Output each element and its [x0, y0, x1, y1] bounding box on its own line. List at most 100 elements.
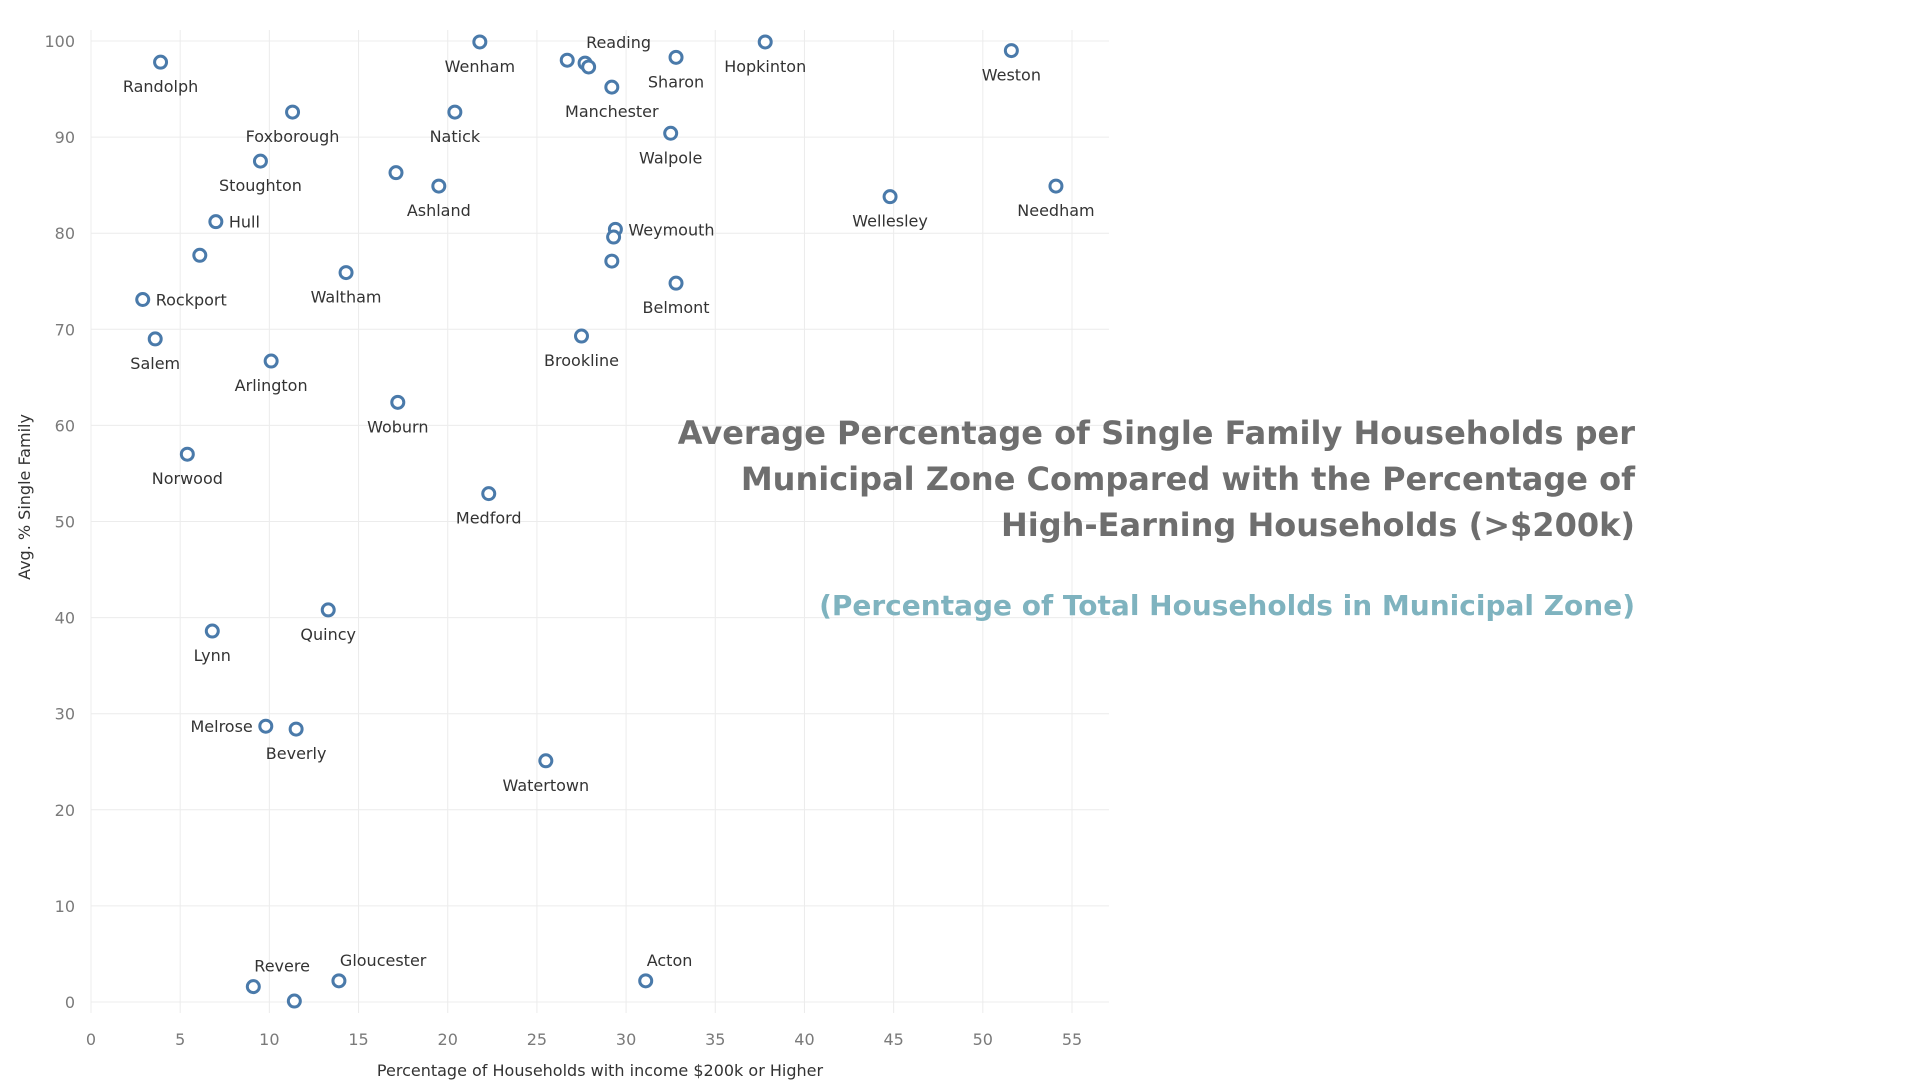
data-point — [447, 104, 463, 120]
data-point — [481, 486, 497, 502]
point-label: Belmont — [643, 298, 710, 317]
data-point — [581, 59, 597, 75]
point-label: Weston — [982, 66, 1041, 85]
point-label: Walpole — [639, 148, 702, 167]
data-point — [204, 623, 220, 639]
point-label: Lynn — [194, 646, 231, 665]
point-label: Beverly — [266, 744, 327, 763]
grid — [90, 30, 1109, 1013]
data-point — [252, 153, 268, 169]
y-tick-label: 80 — [55, 224, 75, 243]
data-point — [668, 49, 684, 65]
point-label: Natick — [430, 127, 481, 146]
data-point — [192, 247, 208, 263]
data-point — [179, 446, 195, 462]
point-label: Quincy — [300, 625, 356, 644]
data-point — [285, 104, 301, 120]
x-tick-label: 25 — [527, 1030, 547, 1049]
data-point — [1048, 178, 1064, 194]
point-label: Watertown — [503, 776, 590, 795]
x-tick-label: 35 — [705, 1030, 725, 1049]
point-label: Waltham — [311, 288, 382, 307]
point-label: Foxborough — [246, 127, 340, 146]
data-point — [663, 125, 679, 141]
y-tick-label: 70 — [55, 320, 75, 339]
point-label: Acton — [647, 951, 693, 970]
point-label: Norwood — [152, 469, 223, 488]
data-point — [574, 328, 589, 344]
point-label: Medford — [456, 509, 522, 528]
data-point — [604, 253, 620, 269]
y-axis-ticks: 0 10 20 30 40 50 60 70 80 90 100 — [44, 32, 75, 1012]
data-point — [286, 993, 302, 1009]
point-label: Gloucester — [340, 951, 427, 970]
data-point — [882, 189, 898, 205]
data-point — [538, 753, 554, 769]
point-label: Hopkinton — [724, 57, 806, 76]
point-label: Wenham — [445, 57, 515, 76]
chart-subtitle: (Percentage of Total Households in Munic… — [819, 589, 1635, 622]
y-axis-label: Avg. % Single Family — [15, 414, 34, 580]
data-point — [338, 265, 354, 281]
point-label: Manchester — [565, 102, 659, 121]
data-point — [604, 79, 620, 95]
data-point — [388, 165, 404, 181]
chart-title: Average Percentage of Single Family Hous… — [677, 414, 1635, 544]
y-tick-label: 30 — [55, 705, 75, 724]
point-label: Rockport — [156, 291, 227, 310]
data-point — [147, 331, 163, 347]
y-tick-label: 50 — [55, 513, 75, 532]
title-block: Average Percentage of Single Family Hous… — [655, 410, 1635, 624]
data-point — [431, 178, 447, 194]
y-tick-label: 40 — [55, 609, 75, 628]
data-point — [208, 214, 224, 230]
point-label: Arlington — [235, 376, 308, 395]
x-tick-label: 0 — [86, 1030, 96, 1049]
point-label: Brookline — [544, 351, 619, 370]
data-point — [135, 292, 151, 308]
data-point — [390, 394, 406, 410]
point-label: Melrose — [190, 717, 252, 736]
point-label: Wellesley — [852, 212, 928, 231]
data-point — [757, 34, 773, 50]
data-point — [288, 721, 304, 737]
x-tick-label: 20 — [438, 1030, 458, 1049]
point-label: Reading — [586, 33, 651, 52]
point-label: Ashland — [407, 201, 471, 220]
point-label: Hull — [229, 213, 260, 232]
y-tick-label: 60 — [55, 416, 75, 435]
point-label: Randolph — [123, 77, 198, 96]
data-point — [245, 979, 261, 995]
point-label: Revere — [254, 957, 310, 976]
point-label: Needham — [1017, 201, 1094, 220]
point-label: Salem — [130, 354, 180, 373]
point-label: Woburn — [367, 417, 428, 436]
x-tick-label: 10 — [259, 1030, 279, 1049]
x-tick-label: 15 — [348, 1030, 368, 1049]
y-tick-label: 100 — [44, 32, 75, 51]
data-point — [606, 229, 622, 245]
x-tick-label: 50 — [973, 1030, 993, 1049]
y-tick-label: 0 — [65, 993, 75, 1012]
y-tick-label: 10 — [55, 897, 75, 916]
x-tick-label: 40 — [794, 1030, 814, 1049]
data-point — [668, 275, 684, 291]
point-label: Stoughton — [219, 176, 302, 195]
data-point — [331, 973, 347, 989]
data-points — [135, 34, 1064, 1009]
data-point — [153, 54, 169, 70]
x-tick-label: 30 — [616, 1030, 636, 1049]
point-label: Sharon — [648, 72, 704, 91]
data-point — [638, 973, 654, 989]
point-labels: Randolph Foxborough Stoughton Hull Rockport S… — [123, 33, 1095, 976]
x-tick-label: 55 — [1062, 1030, 1082, 1049]
data-point — [472, 34, 488, 50]
point-label: Weymouth — [628, 220, 714, 239]
data-point — [320, 602, 336, 618]
data-point — [263, 353, 279, 369]
data-point — [559, 52, 575, 68]
x-tick-label: 45 — [883, 1030, 903, 1049]
x-axis-label: Percentage of Households with income $20… — [377, 1061, 824, 1080]
y-tick-label: 20 — [55, 801, 75, 820]
